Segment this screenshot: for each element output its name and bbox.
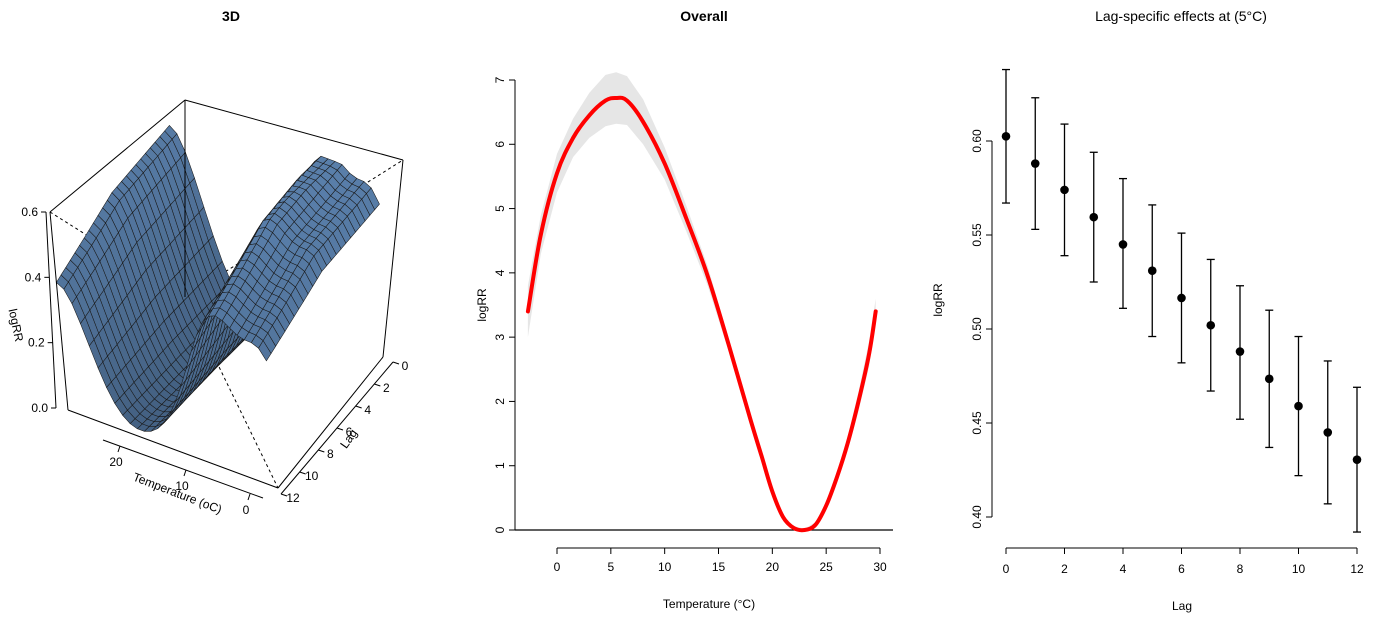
chart-lag-title: Lag-specific effects at (5°C) xyxy=(1095,8,1267,24)
z-axis: 0.0 0.2 0.4 0.6 logRR xyxy=(6,205,57,415)
overall-x-tick-label: 10 xyxy=(658,560,672,574)
overall-curve xyxy=(525,95,878,533)
overall-x-tick-label: 0 xyxy=(554,560,561,574)
lag-x-tick-label: 10 xyxy=(1292,562,1306,576)
temperature-tick-label: 10 xyxy=(175,479,189,493)
overall-y-tick-label: 1 xyxy=(493,462,507,469)
data-point xyxy=(1264,374,1274,384)
z-tick-label: 0.0 xyxy=(31,401,48,415)
lag-tick xyxy=(299,471,306,475)
chart-overall: Overall 0 1 2 3 4 5 6 7 0 5 10 15 20 25 30 Temperature… xyxy=(475,8,893,611)
lag-tick xyxy=(355,405,362,409)
overall-y-tick-label: 3 xyxy=(493,333,507,340)
data-point xyxy=(1235,347,1245,356)
lag-y-tick-label: 0.40 xyxy=(970,505,984,529)
lag-tick xyxy=(374,383,381,387)
overall-x-tick-label: 15 xyxy=(712,560,726,574)
lag-x-label: Lag xyxy=(1172,599,1192,613)
lag-marks xyxy=(1001,68,1362,533)
overall-axes: 0 1 2 3 4 5 6 7 0 5 10 15 20 25 30 xyxy=(493,76,887,574)
data-point xyxy=(1177,293,1186,303)
data-point xyxy=(1206,320,1216,330)
overall-y-tick-label: 5 xyxy=(493,205,507,212)
data-point xyxy=(1323,428,1333,437)
z-tick-label: 0.4 xyxy=(25,270,42,284)
lag-y-label: logRR xyxy=(931,283,945,317)
data-point xyxy=(1352,455,1362,464)
overall-y-tick-label: 2 xyxy=(493,398,507,405)
data-point xyxy=(1147,266,1157,276)
lag-axis-label: Lag xyxy=(337,426,360,450)
lag-x-tick-label: 0 xyxy=(1003,562,1010,576)
overall-y-tick-label: 0 xyxy=(493,526,507,533)
lag-x-tick-label: 2 xyxy=(1061,562,1068,576)
lag-x-tick-label: 8 xyxy=(1237,562,1244,576)
lag-tick xyxy=(336,427,344,431)
chart-lag-specific: Lag-specific effects at (5°C) 0.400.450.… xyxy=(931,8,1364,613)
lag-x-tick-label: 4 xyxy=(1120,562,1127,576)
lag-tick-label: 10 xyxy=(305,469,319,483)
temperature-tick-label: 0 xyxy=(243,503,250,517)
lag-tick-label: 6 xyxy=(346,425,353,439)
z-tick-label: 0.6 xyxy=(21,205,38,219)
overall-x-tick-label: 25 xyxy=(819,560,833,574)
lag-y-tick-label: 0.60 xyxy=(970,129,984,153)
overall-y-label: logRR xyxy=(475,288,489,322)
overall-x-tick-label: 20 xyxy=(766,560,780,574)
z-axis-label: logRR xyxy=(6,307,27,343)
temperature-axis-label: Temperature (oC) xyxy=(131,470,224,517)
temperature-tick-label: 20 xyxy=(109,455,123,469)
surface-mesh xyxy=(56,124,380,432)
temperature-axis: 20 10 0 Temperature (oC) xyxy=(102,439,264,517)
data-point xyxy=(1060,185,1069,195)
lag-tick-label: 12 xyxy=(286,491,300,505)
lag-x-tick-label: 12 xyxy=(1350,562,1364,576)
lag-axes: 0.40 0.45 0.50 0.55 0.60 0 2 4 6 8 10 12 xyxy=(970,129,1364,576)
chart-3d-title: 3D xyxy=(222,8,240,24)
temperature-tick xyxy=(117,445,121,453)
data-point xyxy=(1089,212,1099,222)
lag-tick-label: 0 xyxy=(402,359,409,373)
overall-y-tick-label: 4 xyxy=(493,269,507,276)
data-point xyxy=(1294,401,1303,411)
box-visible-edges xyxy=(49,99,404,489)
overall-y-tick-label: 7 xyxy=(493,76,507,83)
lag-y-tick-label: 0.45 xyxy=(970,411,984,435)
lag-tick-label: 4 xyxy=(364,403,371,417)
lag-tick xyxy=(392,361,400,365)
overall-x-tick-label: 30 xyxy=(873,560,887,574)
temperature-tick xyxy=(183,469,187,477)
lag-tick-label: 8 xyxy=(327,447,334,461)
lag-tick xyxy=(318,449,325,453)
z-tick-label: 0.2 xyxy=(28,336,45,350)
lag-y-tick-label: 0.50 xyxy=(970,317,984,341)
lag-tick xyxy=(280,493,288,497)
lag-tick-label: 2 xyxy=(383,381,390,395)
temperature-tick xyxy=(247,493,251,501)
chart-overall-title: Overall xyxy=(680,8,727,24)
lag-y-tick-label: 0.55 xyxy=(970,223,984,247)
overall-x-label: Temperature (°C) xyxy=(663,597,755,611)
data-point xyxy=(1001,132,1011,141)
data-point xyxy=(1030,159,1040,168)
overall-y-tick-label: 6 xyxy=(493,141,507,148)
data-point xyxy=(1118,240,1128,249)
confidence-band xyxy=(527,72,876,531)
lag-x-tick-label: 6 xyxy=(1178,562,1185,576)
overall-x-tick-label: 5 xyxy=(607,560,614,574)
